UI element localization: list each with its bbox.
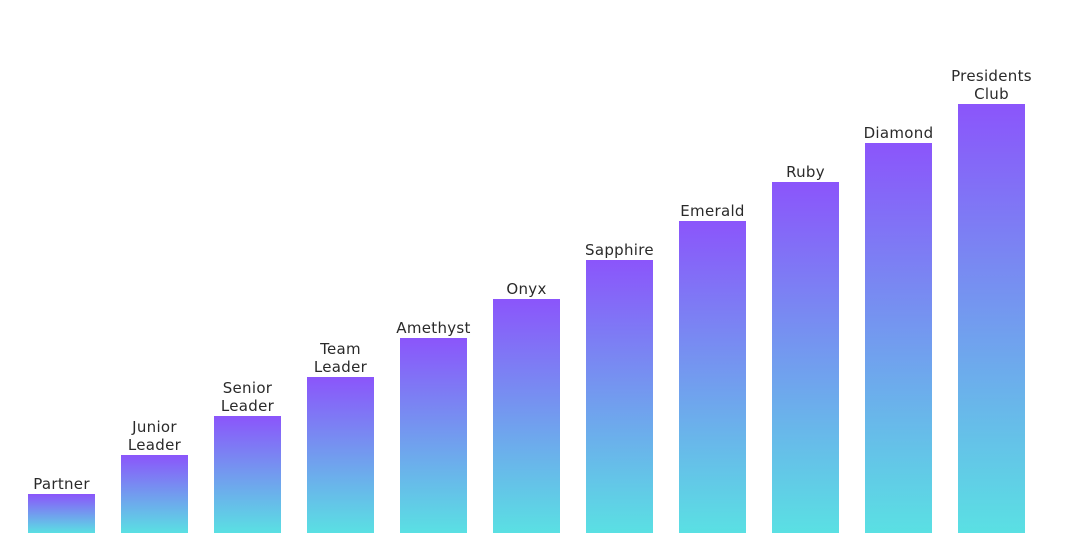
bar-label-junior-leader: Junior Leader [128, 418, 182, 454]
bar-presidents-club [958, 104, 1025, 533]
bars-layer [28, 104, 1025, 533]
bar-senior-leader [214, 416, 281, 533]
bar-label-team-leader: Team Leader [314, 340, 368, 376]
bar-label-onyx: Onyx [506, 280, 546, 298]
bar-label-senior-leader: Senior Leader [221, 379, 275, 415]
bar-label-emerald: Emerald [680, 202, 744, 220]
bar-onyx [493, 299, 560, 533]
bar-amethyst [400, 338, 467, 533]
labels-layer: Partner Junior Leader Senior Leader Team Leade… [33, 67, 1032, 493]
bar-label-diamond: Diamond [864, 124, 934, 142]
bar-sapphire [586, 260, 653, 533]
bar-diamond [865, 143, 932, 533]
bar-label-ruby: Ruby [786, 163, 825, 181]
bar-label-amethyst: Amethyst [396, 319, 470, 337]
bar-label-partner: Partner [33, 475, 90, 493]
bar-junior-leader [121, 455, 188, 533]
bar-label-sapphire: Sapphire [585, 241, 654, 259]
bar-emerald [679, 221, 746, 533]
bar-partner [28, 494, 95, 533]
bar-label-presidents-club: Presidents Club [951, 67, 1032, 103]
bar-team-leader [307, 377, 374, 533]
bar-ruby [772, 182, 839, 533]
